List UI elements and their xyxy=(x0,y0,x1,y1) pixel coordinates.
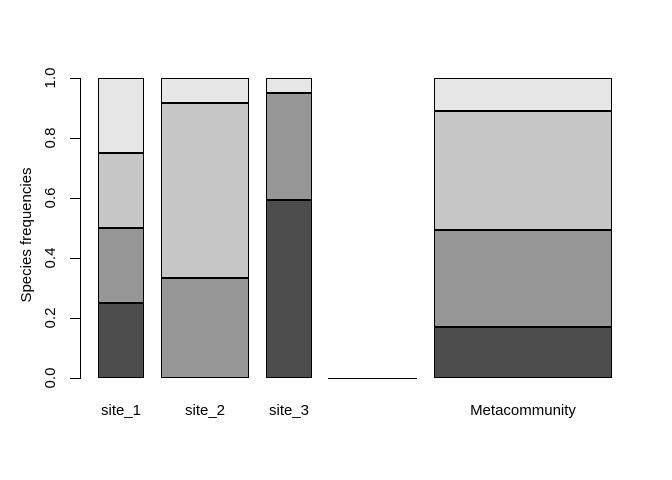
x-axis-label-Metacommunity: Metacommunity xyxy=(470,402,576,419)
bar-segment-species-1-darkest xyxy=(266,200,312,378)
bar-segment-species-4-lightest xyxy=(161,78,249,103)
bar-segment-species-2-medium-gray xyxy=(434,230,612,327)
bar-segment-species-2-medium-gray xyxy=(98,228,144,303)
y-axis-tick xyxy=(70,138,80,139)
bar-segment-species-3-light-gray xyxy=(434,111,612,230)
bar-segment-species-2-medium-gray xyxy=(161,278,249,378)
y-axis-title: Species frequencies xyxy=(18,167,35,303)
bar-segment-species-2-medium-gray xyxy=(266,93,312,200)
y-axis-line xyxy=(80,78,81,379)
bar-segment-species-1-darkest xyxy=(98,303,144,378)
x-axis-label-site_2: site_2 xyxy=(184,402,226,419)
y-axis-tick xyxy=(70,318,80,319)
bar-segment-species-4-lightest xyxy=(98,78,144,153)
y-axis-tick xyxy=(70,198,80,199)
bar-segment-species-4-lightest xyxy=(266,78,312,93)
bar-segment-species-4-lightest xyxy=(434,78,612,111)
bar-segment-species-1-darkest xyxy=(434,327,612,378)
bar-segment-species-3-light-gray xyxy=(98,153,144,228)
x-axis-label-site_1: site_1 xyxy=(100,402,142,419)
y-axis-tick xyxy=(70,78,80,79)
x-axis-label-site_3: site_3 xyxy=(268,402,310,419)
zero-height-bar-line-empty xyxy=(328,378,417,379)
y-axis-tick xyxy=(70,258,80,259)
bar-segment-species-3-light-gray xyxy=(161,103,249,278)
y-axis-tick xyxy=(70,378,80,379)
y-tick-label: 1.0 xyxy=(42,67,59,89)
